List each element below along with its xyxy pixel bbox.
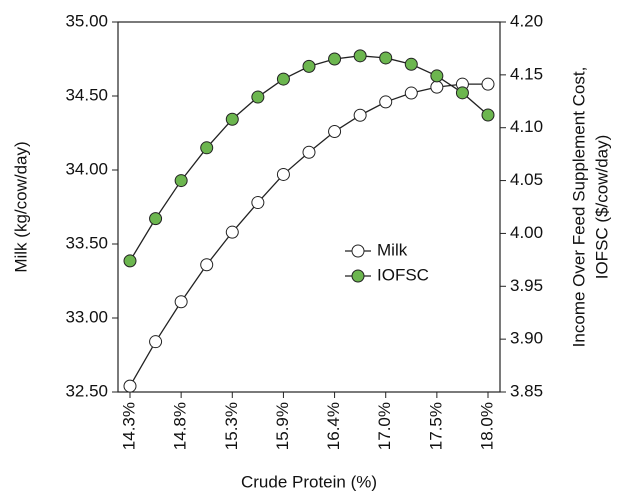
- legend-marker: [351, 244, 365, 258]
- y-tick-label: 34.00: [65, 159, 108, 178]
- y-tick-label: 32.50: [65, 381, 108, 400]
- data-point: [328, 125, 342, 139]
- data-point: [251, 90, 265, 104]
- legend-label: Milk: [377, 240, 408, 259]
- data-point: [174, 295, 188, 309]
- data-point: [379, 95, 393, 109]
- data-point: [430, 69, 444, 83]
- y-tick-label: 35.00: [65, 11, 108, 30]
- y2-axis-title: Income Over Feed Supplement Cost,: [569, 67, 588, 348]
- y2-tick-label: 3.85: [510, 381, 543, 400]
- y-tick-label: 33.00: [65, 307, 108, 326]
- x-axis-title: Crude Protein (%): [241, 472, 377, 491]
- series-line: [129, 83, 488, 387]
- y2-tick-label: 4.15: [510, 64, 543, 83]
- y-tick-label: 34.50: [65, 85, 108, 104]
- x-tick-label: 17.5%: [426, 402, 445, 450]
- data-point: [200, 141, 214, 155]
- data-point: [123, 379, 137, 393]
- data-point: [276, 72, 290, 86]
- data-point: [481, 77, 495, 91]
- data-point: [200, 258, 214, 272]
- data-point: [328, 52, 342, 66]
- data-point: [430, 80, 444, 94]
- data-point: [302, 145, 316, 159]
- data-point: [251, 196, 265, 210]
- data-point: [481, 108, 495, 122]
- x-tick-label: 15.3%: [222, 402, 241, 450]
- y2-axis-title: IOFSC ($/cow/day): [592, 135, 611, 280]
- y2-tick-label: 4.05: [510, 170, 543, 189]
- legend-marker: [351, 269, 365, 283]
- data-point: [225, 112, 239, 126]
- data-point: [404, 86, 418, 100]
- x-tick-label: 14.3%: [119, 402, 138, 450]
- x-tick-label: 17.0%: [375, 402, 394, 450]
- y2-tick-label: 3.90: [510, 329, 543, 348]
- x-tick-label: 14.8%: [171, 402, 190, 450]
- x-tick-label: 18.0%: [477, 402, 496, 450]
- data-point: [455, 86, 469, 100]
- data-point: [302, 59, 316, 73]
- data-point: [353, 108, 367, 122]
- x-tick-label: 15.9%: [273, 402, 292, 450]
- y2-tick-label: 4.10: [510, 117, 543, 136]
- data-point: [379, 51, 393, 65]
- data-point: [404, 57, 418, 71]
- y2-tick-label: 3.95: [510, 276, 543, 295]
- legend-label: IOFSC: [377, 265, 429, 284]
- data-point: [174, 174, 188, 188]
- y2-tick-label: 4.00: [510, 223, 543, 242]
- data-point: [353, 49, 367, 63]
- data-point: [276, 167, 290, 181]
- x-tick-label: 16.4%: [324, 402, 343, 450]
- data-point: [225, 225, 239, 239]
- y-tick-label: 33.50: [65, 233, 108, 252]
- y2-tick-label: 4.20: [510, 11, 543, 30]
- data-point: [149, 335, 163, 349]
- y-axis-title: Milk (kg/cow/day): [11, 141, 30, 272]
- data-point: [149, 212, 163, 226]
- data-point: [123, 254, 137, 268]
- plot-frame: [117, 21, 501, 393]
